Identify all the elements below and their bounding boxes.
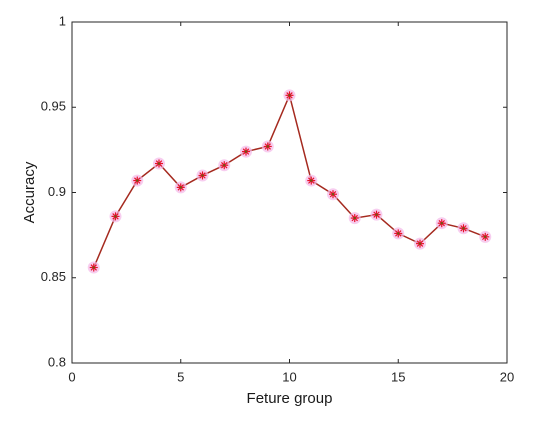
marker-center	[92, 266, 95, 269]
data-marker	[131, 174, 144, 187]
data-marker	[305, 174, 318, 187]
data-marker	[370, 208, 383, 221]
x-tick-label: 5	[177, 369, 184, 384]
y-tick-label: 0.85	[41, 269, 66, 284]
data-marker	[196, 169, 209, 182]
data-marker	[109, 210, 122, 223]
data-marker	[153, 157, 165, 170]
data-marker	[240, 145, 252, 158]
marker-center	[331, 193, 335, 196]
x-axis-title: Feture group	[247, 390, 333, 407]
data-marker	[87, 261, 100, 274]
data-marker	[327, 188, 339, 201]
x-tick-label: 15	[391, 369, 405, 384]
marker-center	[201, 174, 204, 177]
marker-center	[114, 215, 117, 218]
marker-center	[266, 145, 269, 148]
y-tick-label: 0.9	[48, 184, 66, 199]
data-marker	[283, 89, 296, 102]
marker-center	[157, 162, 161, 165]
y-tick-label: 0.8	[48, 354, 66, 369]
marker-center	[136, 179, 139, 182]
y-tick-label: 0.95	[41, 99, 66, 114]
marker-center	[179, 186, 182, 189]
plot-box	[71, 21, 508, 364]
data-marker	[414, 237, 426, 250]
marker-center	[418, 242, 422, 245]
data-marker	[174, 181, 187, 194]
marker-center	[288, 94, 291, 97]
marker-center	[462, 227, 465, 230]
marker-center	[353, 216, 356, 220]
marker-center	[244, 150, 248, 153]
data-marker	[435, 217, 448, 230]
data-marker	[392, 227, 405, 240]
x-tick-label: 20	[500, 369, 514, 384]
data-marker	[348, 212, 361, 225]
marker-center	[484, 235, 487, 239]
x-tick-label: 10	[282, 369, 296, 384]
data-marker	[457, 222, 470, 235]
data-marker	[479, 230, 492, 243]
data-marker	[261, 140, 274, 153]
marker-center	[440, 221, 443, 225]
y-tick-label: 1	[59, 13, 66, 28]
data-marker	[218, 159, 231, 172]
y-axis-title: Accuracy	[21, 161, 38, 223]
marker-center	[397, 232, 400, 235]
marker-center	[223, 164, 226, 167]
marker-center	[310, 179, 313, 182]
x-tick-label: 0	[68, 369, 75, 384]
marker-center	[375, 213, 378, 216]
